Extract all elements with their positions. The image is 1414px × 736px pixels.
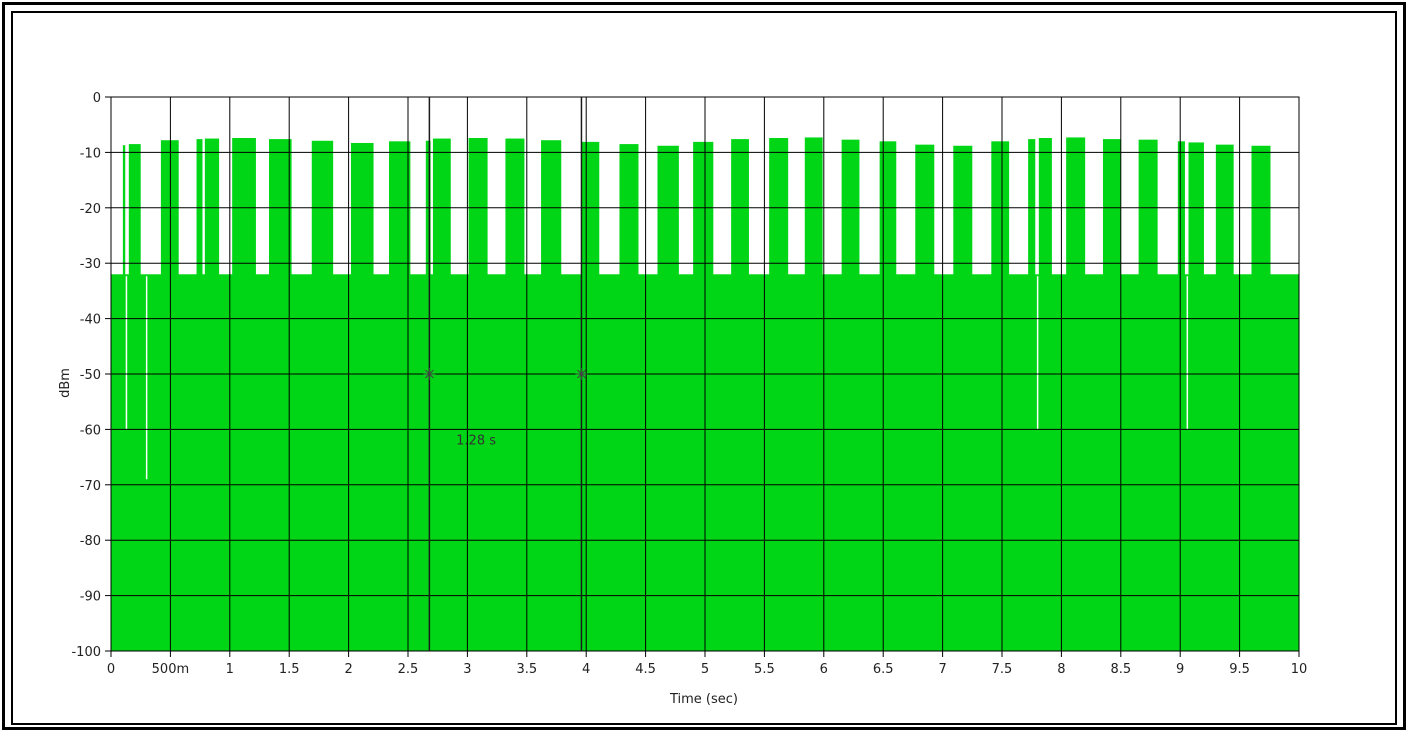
cursor-marker[interactable]	[575, 368, 588, 380]
x-tick-label: 2	[344, 662, 352, 677]
signal-burst	[1102, 139, 1121, 276]
signal-burst	[269, 139, 292, 276]
x-tick-label: 8	[1057, 662, 1065, 677]
signal-burst	[1038, 137, 1052, 276]
cursor-marker-stroke	[577, 369, 586, 379]
y-tick-label: -20	[80, 202, 101, 217]
x-axis-label: Time (sec)	[669, 692, 738, 707]
signal-burst	[1177, 141, 1185, 276]
x-tick-label: 5.5	[754, 662, 775, 677]
y-tick-label: -30	[80, 257, 101, 272]
signal-burst	[953, 145, 973, 276]
signal-burst	[1066, 137, 1086, 276]
x-tick-label: 6.5	[873, 662, 894, 677]
x-tick-label: 6	[820, 662, 828, 677]
signal-burst	[693, 141, 714, 276]
y-tick-label: -40	[80, 313, 101, 328]
cursor-marker-stroke	[425, 369, 434, 379]
y-tick-label: 0	[93, 91, 101, 106]
signal-burst	[879, 141, 897, 276]
x-tick-label: 3.5	[516, 662, 537, 677]
signal-burst	[991, 141, 1010, 276]
signal-burst	[804, 137, 823, 276]
signal-burst	[468, 137, 488, 276]
signal-burst	[128, 144, 141, 276]
signal-burst	[204, 138, 220, 276]
signal-burst	[731, 139, 749, 276]
cursor-delta-label: 1.28 s	[456, 433, 496, 448]
x-tick-label: 10	[1291, 662, 1308, 677]
signal-burst	[1215, 144, 1234, 276]
signal-burst	[915, 144, 935, 276]
signal-burst	[769, 137, 789, 276]
inner-frame	[11, 11, 1397, 725]
x-tick-label: 3	[463, 662, 471, 677]
x-tick-label: 500m	[152, 662, 189, 677]
x-tick-label: 5	[701, 662, 709, 677]
signal-burst	[1251, 145, 1271, 276]
x-tick-label: 0	[107, 662, 115, 677]
x-tick-label: 7.5	[992, 662, 1013, 677]
cursor-group[interactable]	[423, 97, 588, 651]
signal-burst	[657, 145, 679, 276]
signal-burst	[505, 138, 525, 276]
x-tick-label: 2.5	[398, 662, 419, 677]
x-tick-label: 7	[938, 662, 946, 677]
signal-burst	[1188, 142, 1204, 276]
signal-burst	[388, 141, 411, 276]
signal-burst	[619, 144, 639, 276]
y-axis: 0 -10 -20 -30 -40 -50 -60 -70 -80 -90 -100	[71, 91, 111, 660]
signal-burst	[350, 142, 374, 276]
x-axis: 0 500m 1 1.5 2 2.5 3 3.5 4 4.5 5 5.5 6 6.5 7 7.5 8 8.5 9 9.…	[107, 651, 1307, 677]
grid-group	[110, 96, 1300, 652]
signal-burst	[432, 138, 451, 276]
y-tick-label: -50	[80, 368, 101, 383]
x-tick-label: 4	[582, 662, 590, 677]
x-tick-label: 1	[226, 662, 234, 677]
signal-burst	[196, 139, 203, 276]
y-tick-label: -100	[71, 645, 101, 660]
cursor-marker[interactable]	[423, 368, 436, 380]
y-tick-label: -10	[80, 146, 101, 161]
y-tick-label: -90	[80, 590, 101, 605]
y-tick-label: -60	[80, 423, 101, 438]
y-tick-label: -80	[80, 534, 101, 549]
signal-burst	[122, 145, 126, 276]
y-tick-label: -70	[80, 479, 101, 494]
x-tick-label: 8.5	[1110, 662, 1131, 677]
x-tick-label: 9	[1176, 662, 1184, 677]
x-tick-label: 9.5	[1229, 662, 1250, 677]
signal-burst	[232, 137, 256, 276]
x-tick-label: 4.5	[635, 662, 656, 677]
x-tick-label: 1.5	[279, 662, 300, 677]
y-axis-label: dBm	[58, 368, 73, 398]
signal-burst	[581, 141, 600, 276]
signal-burst	[1028, 139, 1036, 276]
